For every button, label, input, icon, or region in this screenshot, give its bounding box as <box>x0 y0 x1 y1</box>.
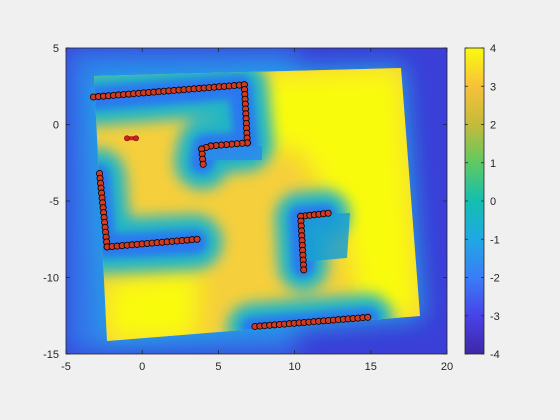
wall-marker <box>300 266 308 274</box>
wall-marker <box>364 313 372 321</box>
wall-mid-vertical <box>297 212 308 274</box>
y-tick: 0 <box>53 120 447 132</box>
x-tick: 20 <box>441 48 453 373</box>
x-axis: -5 0 5 10 15 20 <box>61 48 453 373</box>
wall-top-wall <box>89 81 248 101</box>
colorbar-tick-label: 0 <box>490 196 496 208</box>
unexplored-pocket <box>205 146 262 160</box>
colorbar-tick: -1 <box>465 234 500 246</box>
y-tick-label: -10 <box>43 273 59 285</box>
unexplored-pocket <box>300 213 350 262</box>
y-tick-label: -5 <box>49 196 59 208</box>
colorbar-tick: 4 <box>465 43 496 55</box>
x-tick-label: 5 <box>215 361 221 373</box>
colorbar-tick-label: 3 <box>490 81 496 93</box>
colorbar-tick: -2 <box>465 273 500 285</box>
colorbar-tick-label: 4 <box>490 43 496 55</box>
x-tick: 10 <box>288 48 301 373</box>
y-axis: 5 0 -5 -10 -15 <box>43 43 447 361</box>
colorbar-tick: -4 <box>465 349 500 361</box>
wall-inner-hook <box>198 139 251 168</box>
x-tick-label: 15 <box>365 361 377 373</box>
x-tick: 0 <box>139 48 145 373</box>
colorbar-tick-label: -2 <box>490 273 500 285</box>
y-tick: -5 <box>49 196 447 208</box>
y-tick-label: 5 <box>53 43 59 55</box>
x-tick: 5 <box>215 48 221 373</box>
obstacle-markers <box>89 81 372 330</box>
path-point <box>124 135 130 142</box>
x-tick: 15 <box>365 48 377 373</box>
y-tick-label: -15 <box>43 349 59 361</box>
colorbar-tick: -3 <box>465 311 500 323</box>
colorbar: 4 3 2 1 0 -1 -2 -3 -4 <box>464 43 500 361</box>
x-tick-label: -5 <box>61 361 71 373</box>
x-tick-label: 10 <box>288 361 300 373</box>
x-tick-label: 20 <box>441 361 453 373</box>
colorbar-tick-label: -1 <box>490 234 500 246</box>
y-tick: 5 <box>53 43 447 55</box>
wall-marker <box>193 235 201 243</box>
y-tick-label: 0 <box>53 120 59 132</box>
colorbar-tick: 3 <box>465 81 496 93</box>
path-point <box>133 135 140 142</box>
colorbar-tick-label: 2 <box>490 120 496 132</box>
colorbar-tick: 1 <box>465 158 496 170</box>
colorbar-tick-label: -3 <box>490 311 500 323</box>
wall-marker <box>324 209 332 217</box>
robot-path <box>124 135 140 142</box>
y-tick: -15 <box>43 349 447 361</box>
colorbar-tick: 2 <box>465 120 496 132</box>
plot-area <box>66 48 447 354</box>
colorbar-tick-label: -4 <box>490 349 500 361</box>
x-tick-label: 0 <box>139 361 145 373</box>
x-tick: -5 <box>61 48 71 373</box>
colorbar-ticks: 4 3 2 1 0 -1 -2 -3 -4 <box>465 43 500 361</box>
wall-marker <box>199 160 207 168</box>
colorbar-tick: 0 <box>465 196 496 208</box>
colorbar-tick-label: 1 <box>490 158 496 170</box>
wall-left-bottom <box>103 235 201 251</box>
y-tick: -10 <box>43 273 447 285</box>
wall-bottom-wall <box>251 313 372 330</box>
wall-top-right-drop <box>240 81 251 147</box>
